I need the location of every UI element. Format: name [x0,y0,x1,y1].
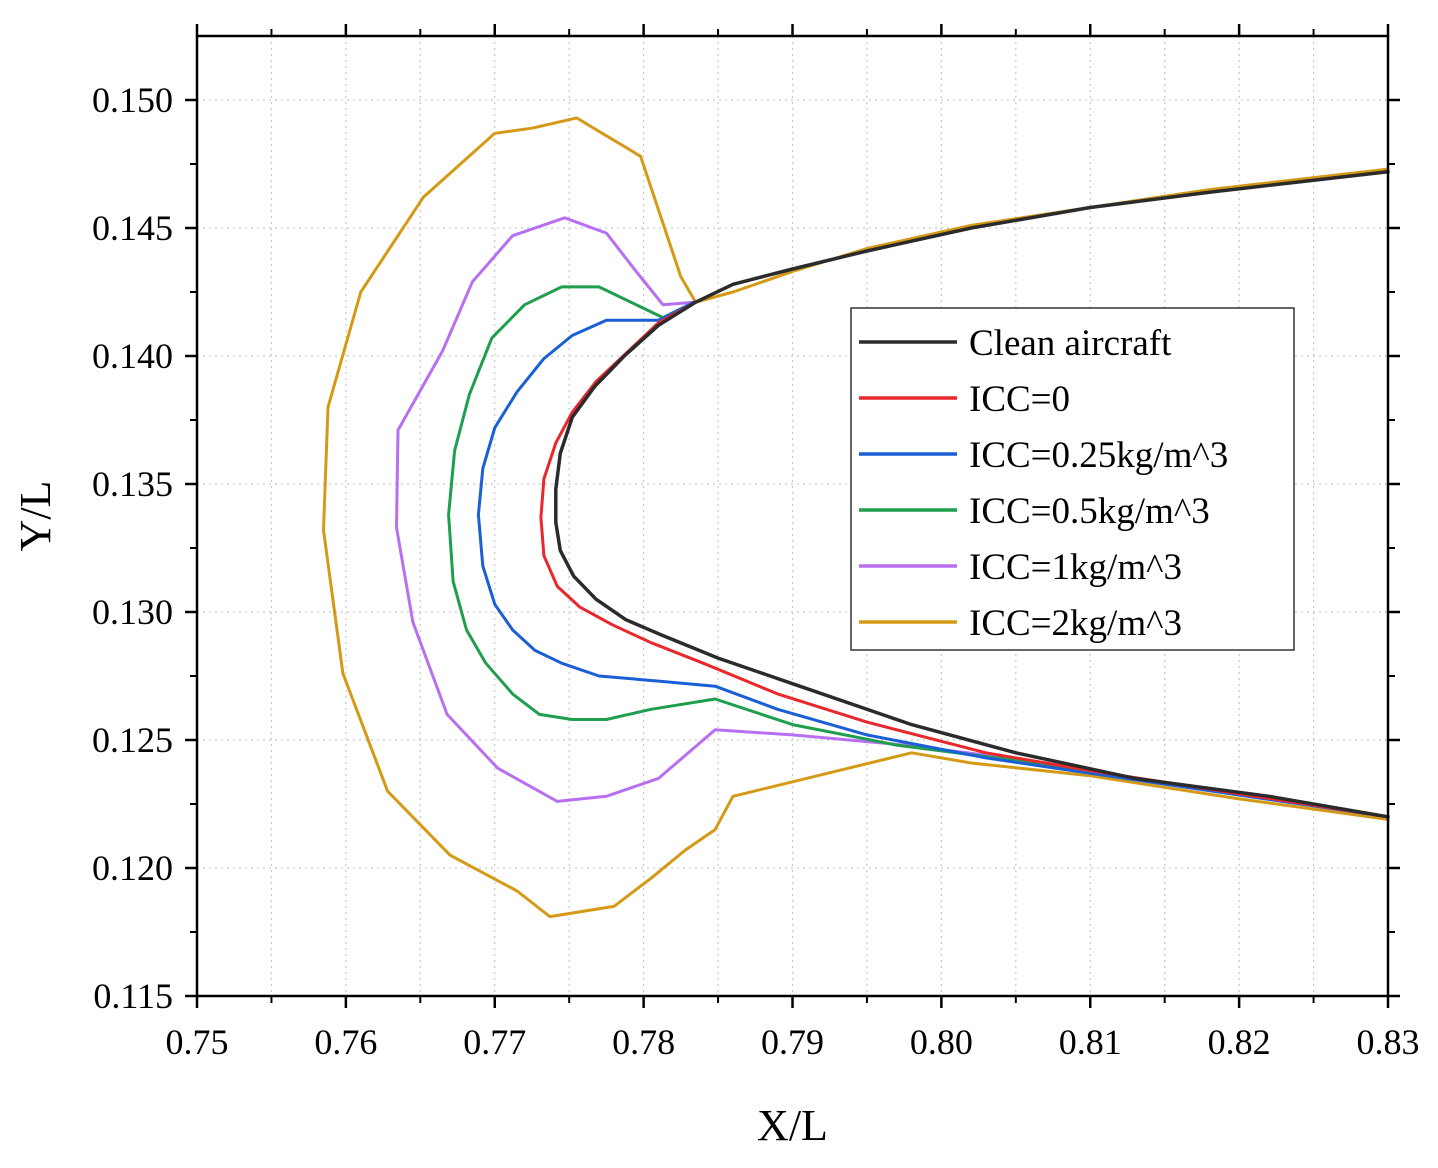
y-tick-label: 0.120 [92,848,173,888]
x-tick-label: 0.76 [314,1022,377,1062]
legend-box [850,307,1295,651]
y-tick-label: 0.140 [92,336,173,376]
y-ticks: 0.115 0.120 0.125 0.130 0.135 0.140 0.145 0.150 [92,80,1400,1016]
y-tick-label: 0.125 [92,720,173,760]
x-tick-label: 0.78 [612,1022,675,1062]
y-tick-label: 0.135 [92,464,173,504]
x-tick-label: 0.77 [463,1022,526,1062]
series-line-icc-0-5kg-m-3 [447,285,1390,819]
x-ticks: 0.75 0.76 0.77 0.78 0.79 0.80 0.81 0.82 0.83 [166,24,1420,1062]
x-axis-title: X/L [757,1101,828,1150]
series-line-icc-1kg-m-3 [395,216,1390,819]
legend-label: ICC=1kg/m^3 [969,547,1182,588]
series-line-clean-aircraft [554,169,1390,819]
legend-label: ICC=0 [969,379,1070,420]
y-tick-label: 0.145 [92,208,173,248]
legend-label: ICC=2kg/m^3 [969,603,1182,644]
series-line-icc-0-25kg-m-3 [476,300,1390,819]
series-lines [322,116,1390,919]
legend-label: ICC=0.5kg/m^3 [969,491,1210,532]
legend: Clean aircraft ICC=0 ICC=0.25kg/m^3 ICC=0.5… [850,307,1295,651]
x-tick-label: 0.81 [1059,1022,1122,1062]
x-tick-label: 0.83 [1357,1022,1420,1062]
x-tick-label: 0.80 [910,1022,973,1062]
y-tick-label: 0.115 [93,976,173,1016]
x-tick-label: 0.82 [1208,1022,1271,1062]
series-line-icc-0 [539,300,1390,819]
y-tick-label: 0.150 [92,80,173,120]
y-tick-label: 0.130 [92,592,173,632]
x-tick-label: 0.75 [166,1022,229,1062]
y-axis-title: Y/L [11,481,60,552]
legend-label: Clean aircraft [969,323,1172,364]
x-tick-label: 0.79 [761,1022,824,1062]
series-line-icc-2kg-m-3 [322,116,1390,919]
legend-label: ICC=0.25kg/m^3 [969,435,1228,476]
